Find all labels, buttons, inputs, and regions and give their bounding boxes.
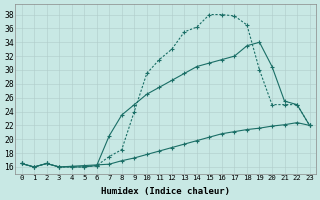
X-axis label: Humidex (Indice chaleur): Humidex (Indice chaleur) — [101, 187, 230, 196]
